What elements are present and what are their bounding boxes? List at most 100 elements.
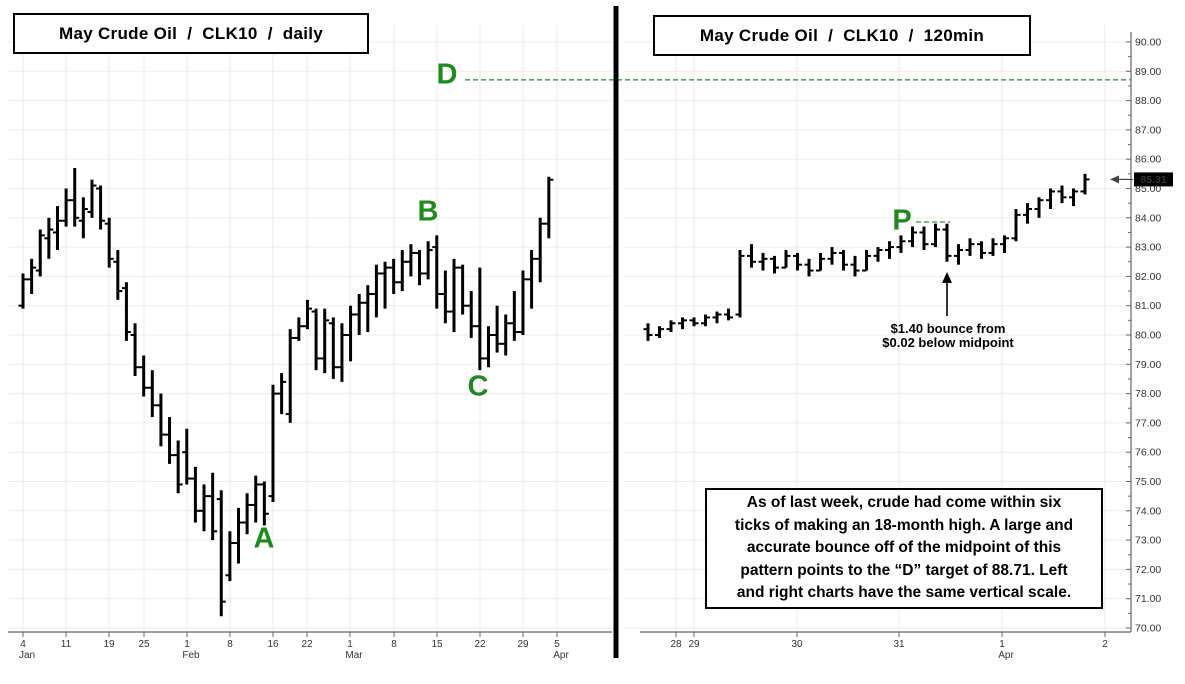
ohlc-bar	[896, 235, 906, 253]
y-axis-price-label: 74.00	[1135, 505, 1161, 517]
ohlc-bar	[277, 373, 287, 415]
right-chart-title: May Crude Oil / CLK10 / 120min	[653, 15, 1031, 56]
x-tick-day-label: 8	[391, 639, 397, 650]
pattern-letter-D: D	[436, 58, 458, 91]
ohlc-bar	[850, 255, 860, 277]
bounce-annotation-text: $1.40 bounce from $0.02 below midpoint	[882, 321, 1014, 350]
ohlc-bar	[121, 282, 131, 341]
ohlc-bar	[977, 241, 986, 259]
ohlc-bar	[70, 167, 80, 227]
ohlc-bar	[1011, 209, 1021, 242]
ohlc-bar	[804, 258, 814, 277]
ohlc-bar	[862, 250, 871, 272]
ohlc-bar	[793, 252, 802, 271]
ohlc-bar	[104, 217, 114, 268]
ohlc-bar	[449, 258, 459, 333]
ohlc-bar	[954, 244, 963, 265]
ohlc-bar	[380, 261, 390, 309]
y-axis-price-label: 84.00	[1135, 212, 1161, 224]
ohlc-bar	[885, 241, 894, 259]
ohlc-bar	[432, 235, 442, 309]
price-pointer-head	[1110, 175, 1119, 184]
ohlc-bar	[44, 217, 54, 259]
x-tick-day-label: 30	[791, 639, 803, 650]
x-tick-day-label: 1	[184, 639, 190, 650]
ohlc-bar	[701, 314, 710, 327]
ohlc-bar	[827, 247, 837, 265]
ohlc-bar	[873, 247, 883, 262]
left-chart-title: May Crude Oil / CLK10 / daily	[13, 13, 369, 54]
ohlc-bar	[518, 270, 528, 335]
ohlc-bar	[147, 370, 157, 418]
y-axis-price-label: 81.00	[1135, 300, 1161, 312]
y-axis-price-label: 90.00	[1135, 37, 1161, 49]
ohlc-bar	[458, 264, 468, 315]
y-axis-price-label: 70.00	[1135, 623, 1161, 635]
ohlc-bar	[423, 241, 433, 280]
ohlc-bar	[816, 252, 825, 272]
ohlc-bar	[225, 531, 235, 582]
x-tick-day-label: 8	[227, 639, 233, 650]
ohlc-bar	[712, 311, 722, 324]
ohlc-bar	[965, 238, 975, 256]
x-tick-day-label: 1	[347, 639, 353, 650]
pattern-letter-C: C	[467, 370, 489, 403]
x-tick-day-label: 28	[670, 639, 682, 650]
y-axis-price-label: 78.00	[1135, 388, 1161, 400]
y-axis-price-label: 80.00	[1135, 330, 1161, 342]
y-axis-price-label: 88.00	[1135, 95, 1161, 107]
ohlc-bar	[130, 323, 140, 377]
x-tick-day-label: 29	[688, 639, 700, 650]
y-axis-price-label: 71.00	[1135, 593, 1161, 605]
ohlc-bar	[747, 244, 756, 268]
x-tick-month-label: Mar	[345, 650, 363, 661]
ohlc-bar	[294, 317, 304, 341]
ohlc-bar	[942, 223, 952, 262]
y-axis-price-label: 82.00	[1135, 271, 1161, 283]
ohlc-bar	[354, 293, 364, 335]
ohlc-bar	[527, 250, 537, 309]
ohlc-bar	[678, 317, 687, 330]
ohlc-bar	[931, 223, 940, 248]
last-price-tag-label: 85.31	[1140, 174, 1166, 186]
y-axis-price-label: 77.00	[1135, 417, 1161, 429]
ohlc-bar	[988, 238, 998, 256]
ohlc-bar	[87, 179, 97, 218]
bounce-arrow-head	[942, 272, 952, 283]
ohlc-bar	[1069, 188, 1078, 207]
ohlc-bar	[735, 250, 745, 318]
ohlc-bar	[483, 326, 493, 368]
ohlc-bar	[328, 317, 338, 379]
ohlc-bar	[234, 507, 243, 564]
y-axis-price-label: 89.00	[1135, 66, 1161, 78]
x-tick-day-label: 31	[893, 639, 905, 650]
ohlc-bar	[1080, 173, 1090, 195]
x-tick-month-label: Apr	[553, 650, 569, 661]
right-price-bars	[643, 173, 1090, 341]
ohlc-bar	[173, 440, 183, 494]
y-axis-price-label: 72.00	[1135, 564, 1161, 576]
ohlc-bar	[544, 176, 554, 239]
last-price-tag	[1134, 172, 1173, 187]
y-axis-price-label: 76.00	[1135, 447, 1161, 459]
x-tick-day-label: 22	[301, 639, 313, 650]
ohlc-bar	[18, 273, 28, 309]
ohlc-bar	[337, 323, 347, 382]
ohlc-bar	[781, 250, 791, 269]
ohlc-bar	[311, 308, 321, 371]
ohlc-bar	[52, 206, 62, 251]
x-tick-month-label: Jan	[19, 650, 35, 661]
ohlc-bar	[758, 252, 768, 271]
ohlc-bar	[363, 285, 373, 333]
ohlc-bar	[165, 417, 175, 464]
x-tick-day-label: 2	[1102, 639, 1108, 650]
x-tick-day-label: 19	[103, 639, 115, 650]
ohlc-bar	[689, 317, 699, 327]
ohlc-bar	[268, 384, 278, 503]
x-tick-month-label: Apr	[998, 650, 1014, 661]
ohlc-bar	[182, 428, 192, 485]
ohlc-bar	[1034, 197, 1044, 218]
